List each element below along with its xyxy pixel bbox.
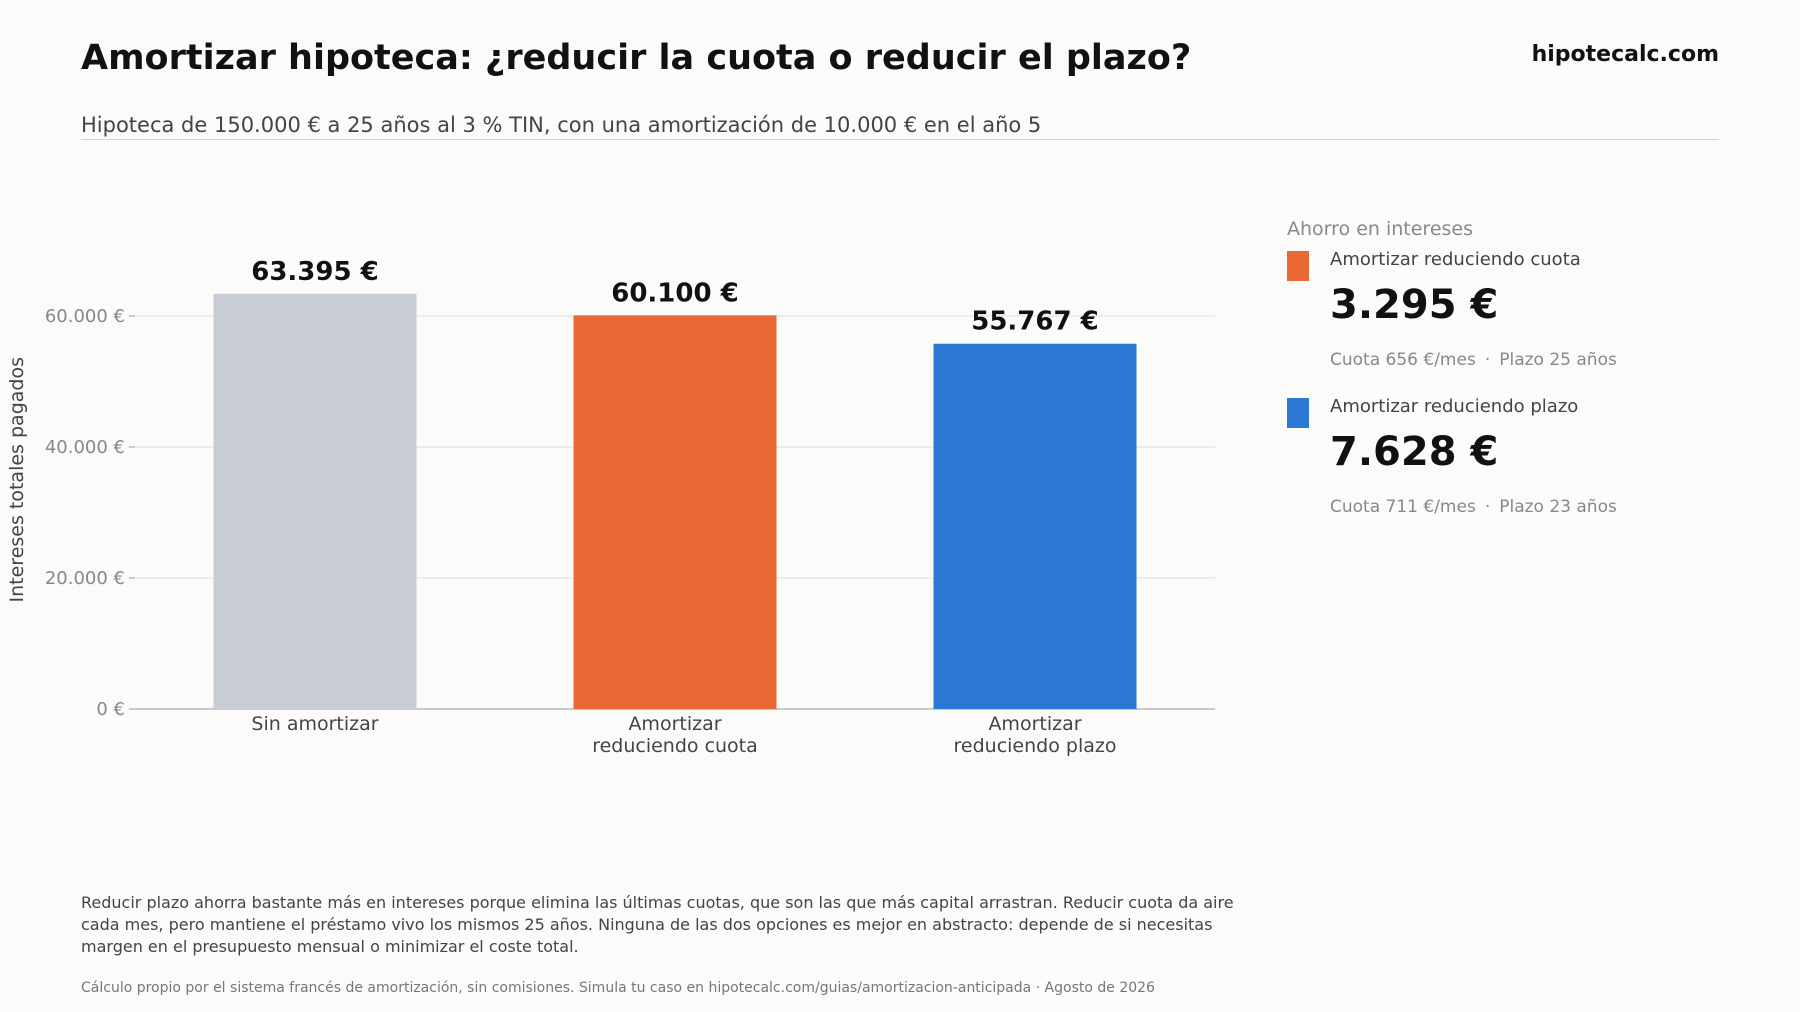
- legend-swatch-plazo: [1287, 398, 1309, 428]
- chart-subtitle: Hipoteca de 150.000 € a 25 años al 3 % T…: [81, 113, 1042, 137]
- savings-legend: Ahorro en intereses Amortizar reduciendo…: [1287, 218, 1747, 542]
- y-tick-label: 40.000 €: [45, 437, 125, 458]
- legend-cuota-monthly: Cuota 656 €/mes: [1330, 350, 1476, 370]
- y-tick-label: 20.000 €: [45, 568, 125, 589]
- legend-label-plazo: Amortizar reduciendo plazo: [1330, 396, 1579, 417]
- y-axis-label: Intereses totales pagados: [6, 357, 28, 602]
- legend-value-cuota: 3.295 €: [1330, 282, 1499, 328]
- bar-value-label: 63.395 €: [251, 257, 378, 287]
- y-tick-label: 0 €: [96, 699, 125, 720]
- source-note: Cálculo propio por el sistema francés de…: [81, 980, 1155, 996]
- x-tick-label: Sin amortizar: [251, 713, 378, 735]
- legend-item-cuota: Amortizar reduciendo cuota 3.295 € Cuota…: [1287, 248, 1747, 395]
- x-tick-label: Amortizar reduciendo plazo: [954, 713, 1117, 757]
- legend-value-plazo: 7.628 €: [1330, 429, 1499, 475]
- legend-detail-cuota: Cuota 656 €/mes · Plazo 25 años: [1330, 350, 1747, 370]
- legend-title: Ahorro en intereses: [1287, 218, 1474, 240]
- legend-item-plazo: Amortizar reduciendo plazo 7.628 € Cuota…: [1287, 395, 1747, 542]
- brand-name: hipotecalc.com: [1531, 42, 1719, 67]
- bar: [213, 293, 417, 709]
- legend-swatch-cuota: [1287, 251, 1309, 281]
- legend-cuota-term: Plazo 25 años: [1499, 350, 1617, 370]
- bar: [573, 315, 777, 709]
- legend-plazo-term: Plazo 23 años: [1499, 497, 1617, 517]
- bar-value-label: 55.767 €: [971, 307, 1098, 337]
- bar-value-label: 60.100 €: [611, 278, 738, 308]
- y-tick-label: 60.000 €: [45, 306, 125, 327]
- header-divider: [81, 139, 1719, 140]
- x-tick-label: Amortizar reduciendo cuota: [592, 713, 758, 757]
- legend-detail-plazo: Cuota 711 €/mes · Plazo 23 años: [1330, 497, 1747, 517]
- footnote-text: Reducir plazo ahorra bastante más en int…: [81, 893, 1234, 956]
- bar: [933, 343, 1137, 709]
- legend-separator: ·: [1484, 350, 1491, 370]
- legend-separator: ·: [1484, 497, 1491, 517]
- legend-label-cuota: Amortizar reduciendo cuota: [1330, 249, 1581, 270]
- chart-title: Amortizar hipoteca: ¿reducir la cuota o …: [81, 38, 1192, 78]
- legend-plazo-monthly: Cuota 711 €/mes: [1330, 497, 1476, 517]
